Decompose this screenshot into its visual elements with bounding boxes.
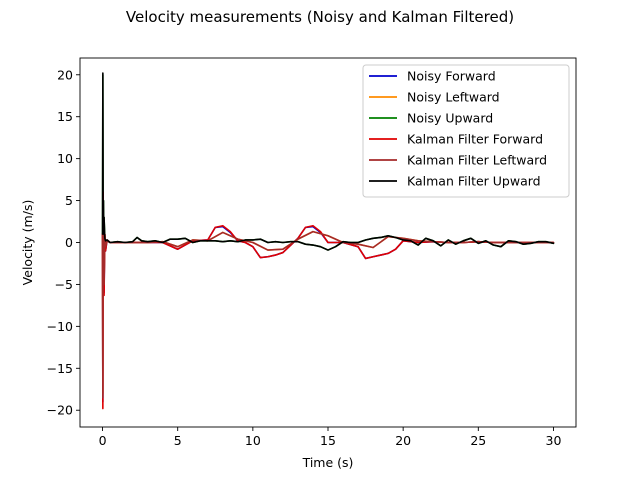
legend-label: Kalman Filter Forward — [407, 132, 543, 147]
x-tick-label: 10 — [245, 433, 261, 448]
y-tick-label: 15 — [57, 109, 73, 124]
y-axis: −20 −15 −10 −5 0 5 10 15 20 — [47, 67, 80, 418]
x-tick-label: 0 — [99, 433, 107, 448]
series-line-6 — [101, 72, 555, 251]
legend-label: Noisy Leftward — [407, 90, 500, 105]
x-tick-label: 20 — [395, 433, 411, 448]
legend-label: Noisy Forward — [407, 69, 496, 84]
y-axis-label: Velocity (m/s) — [20, 200, 35, 286]
x-axis: 0 5 10 15 20 25 30 — [99, 427, 562, 448]
chart-title: Velocity measurements (Noisy and Kalman … — [126, 8, 514, 26]
y-tick-label: −10 — [47, 319, 73, 334]
series-layer — [101, 72, 555, 410]
y-tick-label: 20 — [57, 67, 73, 82]
y-tick-label: 0 — [65, 235, 73, 250]
legend: Noisy Forward Noisy Leftward Noisy Upward K… — [362, 64, 570, 198]
legend-box — [362, 64, 570, 198]
y-tick-label: 5 — [65, 193, 73, 208]
y-tick-label: 10 — [57, 151, 73, 166]
x-tick-label: 5 — [174, 433, 182, 448]
legend-label: Noisy Upward — [407, 111, 493, 126]
y-tick-label: −15 — [47, 361, 73, 376]
y-tick-label: −5 — [55, 277, 73, 292]
legend-label: Kalman Filter Upward — [407, 174, 541, 189]
x-axis-label: Time (s) — [302, 455, 354, 470]
legend-label: Kalman Filter Leftward — [407, 153, 547, 168]
x-tick-label: 25 — [470, 433, 486, 448]
x-tick-label: 30 — [546, 433, 562, 448]
y-tick-label: −20 — [47, 403, 73, 418]
x-tick-label: 15 — [320, 433, 336, 448]
